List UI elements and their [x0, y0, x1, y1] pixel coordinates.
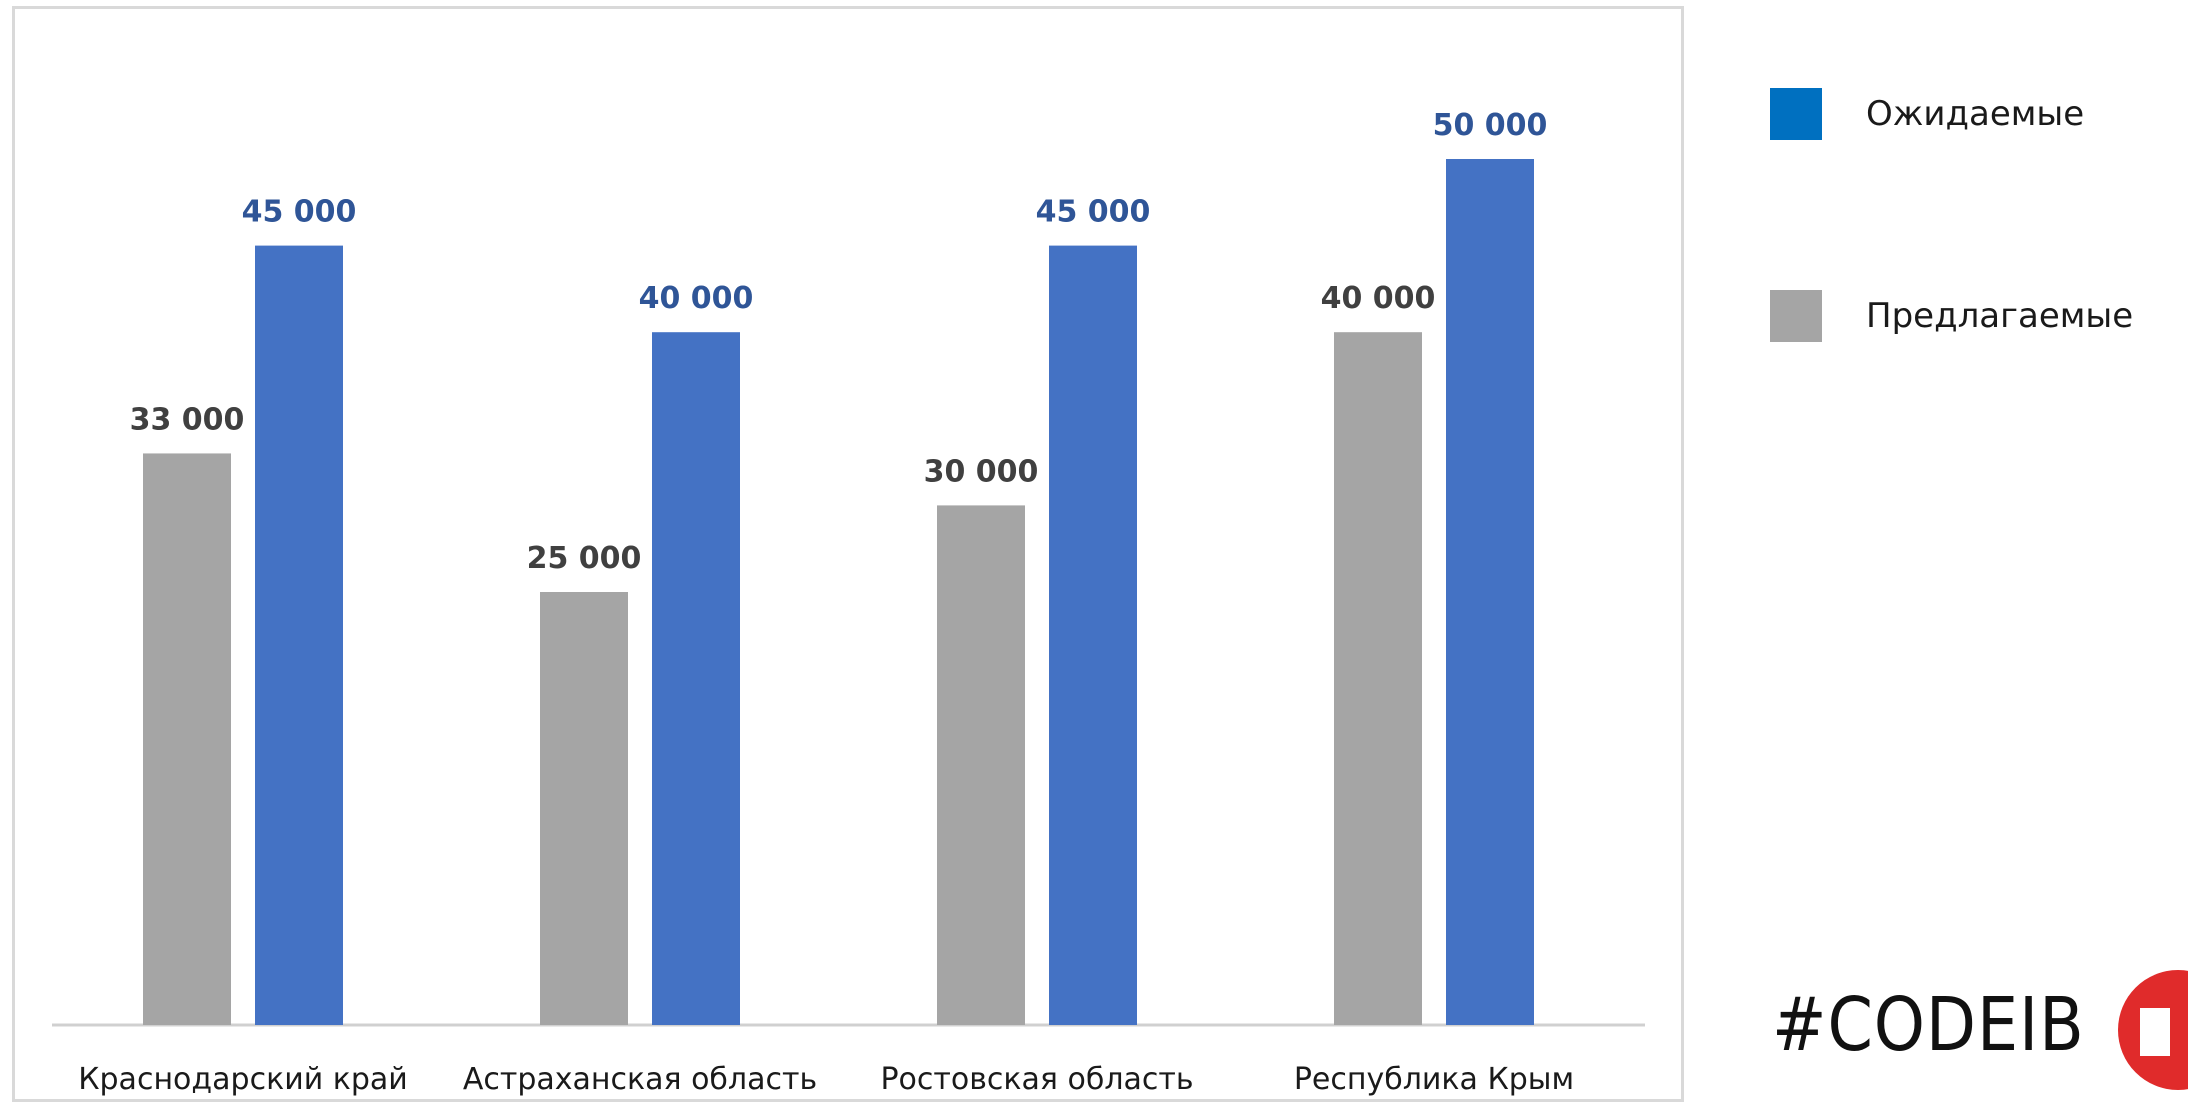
legend-swatch-proposed	[1770, 290, 1822, 342]
data-label-proposed-1: 25 000	[527, 541, 642, 576]
bar-proposed-0	[143, 453, 231, 1025]
legend-item-proposed: Предлагаемые	[1770, 290, 2133, 342]
data-label-proposed-2: 30 000	[924, 454, 1039, 489]
data-label-expected-1: 40 000	[639, 281, 754, 316]
bar-proposed-3	[1334, 332, 1422, 1025]
bar-expected-2	[1049, 245, 1137, 1026]
brand-hashtag: #CODEIB	[1772, 982, 2085, 1068]
brand-logo-mark	[2140, 1008, 2170, 1056]
bar-proposed-2	[937, 505, 1025, 1025]
data-label-proposed-0: 33 000	[130, 402, 245, 437]
legend-swatch-expected	[1770, 88, 1822, 140]
category-label-3: Республика Крым	[1294, 1062, 1574, 1097]
data-label-expected-3: 50 000	[1433, 108, 1548, 143]
bar-proposed-1	[540, 592, 628, 1025]
legend-label-expected: Ожидаемые	[1866, 94, 2085, 134]
bar-expected-0	[255, 245, 343, 1026]
legend-label-proposed: Предлагаемые	[1866, 296, 2134, 336]
category-label-2: Ростовская область	[880, 1062, 1193, 1097]
category-label-1: Астраханская область	[463, 1062, 817, 1097]
chart-frame: 33 000 45 000 Краснодарский край 25 000 40 0…	[12, 6, 1684, 1102]
brand-logo-icon	[2118, 970, 2188, 1090]
data-label-expected-2: 45 000	[1036, 195, 1151, 230]
data-label-proposed-3: 40 000	[1321, 281, 1436, 316]
category-label-0: Краснодарский край	[78, 1062, 408, 1097]
bar-expected-1	[652, 332, 740, 1025]
bar-chart: 33 000 45 000 Краснодарский край 25 000 40 0…	[52, 108, 1645, 1097]
data-label-expected-0: 45 000	[242, 195, 357, 230]
bar-expected-3	[1446, 159, 1534, 1025]
legend-item-expected: Ожидаемые	[1770, 88, 2084, 140]
